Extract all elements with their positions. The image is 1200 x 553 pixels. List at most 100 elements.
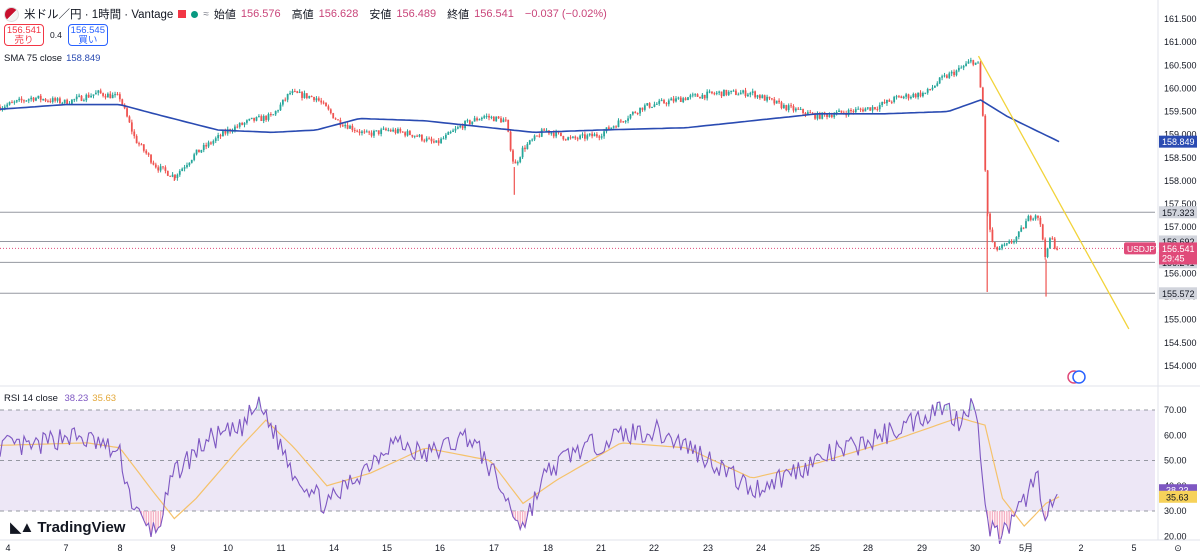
buy-label: 買い [78,35,98,46]
candle-body [303,93,306,98]
candle-body [622,121,625,123]
candle-body [701,94,704,99]
candle-body [222,131,224,137]
candle-body [353,130,356,132]
candle-body [655,103,658,105]
candle-body [658,100,661,104]
candle-body [44,99,47,101]
buy-price: 156.545 [70,25,105,36]
candle-body [1027,215,1030,222]
rsi-pane[interactable] [0,396,1155,544]
candle-body [524,147,526,150]
candle-body [301,91,303,98]
candle-body [380,129,383,134]
candle-body [883,102,886,104]
candle-body [272,114,275,116]
candle-body [370,132,373,136]
candle-body [442,138,445,140]
symbol-tag [1124,242,1156,255]
time-tick-label: 4 [5,543,10,553]
candle-body [536,135,538,137]
candle-body [32,97,35,101]
candle-body [720,91,723,97]
candle-body [687,97,689,101]
candle-body [1001,244,1003,249]
tradingview-logo[interactable]: ◣▲ TradingView [10,518,125,537]
countdown-label: 29:45 [1162,253,1185,263]
candle-body [960,67,963,69]
candle-body [152,162,155,165]
candle-body [838,110,840,113]
candle-body [190,159,193,163]
time-tick-label: ⊙ [1174,543,1182,553]
rsi-ma-value: 35.63 [92,393,117,404]
buy-button[interactable]: 156.545 買い [67,24,108,46]
candle-body [205,145,208,147]
candle-body [3,106,6,109]
candle-body [749,92,752,95]
candle-body [35,98,37,101]
candle-body [94,92,97,95]
candle-body [20,98,23,101]
candle-body [967,61,970,64]
price-pane[interactable] [0,55,1200,387]
candle-body [926,88,929,93]
candle-body [234,126,236,132]
candle-body [938,77,941,84]
price-tick-label: 157.000 [1164,222,1197,232]
candle-body [56,98,59,101]
candle-body [984,115,987,171]
candle-body [742,90,745,93]
event-marker-icon[interactable] [1072,370,1086,384]
candle-body [298,91,301,93]
candle-body [382,128,385,130]
trade-panel: 156.541 売り 0.4 156.545 買い [4,24,108,46]
candle-body [732,90,735,92]
sma-legend[interactable]: SMA 75 close 158.849 [4,53,100,64]
candle-body [624,120,627,122]
time-axis[interactable]: 4 7 8 9 10 11 14 15 16 17 18 21 22 23 24 25 28 29 30 5月 2 5 ⊙ [0,539,1200,553]
candle-body [248,118,251,121]
candle-body [730,90,733,92]
price-tick-label: 154.500 [1164,338,1197,348]
candle-body [90,95,92,98]
candle-body [560,132,562,136]
candle-body [919,92,922,97]
candle-body [241,122,244,125]
candle-body [945,75,948,78]
candle-body [238,122,241,127]
price-axis[interactable]: 161.500 161.000 160.500 160.000 159.500 159.0… [1124,0,1197,541]
candle-body [313,97,315,101]
candle-body [991,229,994,243]
candle-body [579,135,582,139]
candle-body [483,116,486,118]
candle-body [691,94,694,96]
candle-body [387,129,390,131]
candle-body [912,93,915,98]
symbol-title[interactable]: 米ドル／円 · 1時間 · Vantage [24,9,174,21]
candle-body [1017,231,1020,237]
sell-button[interactable]: 156.541 売り [4,24,44,46]
candle-body [15,100,18,102]
candle-body [744,90,747,97]
time-tick-label: 5 [1131,543,1136,553]
candle-body [593,134,596,137]
candle-body [8,102,11,105]
candle-body [917,92,920,98]
candle-body [102,93,104,96]
candle-body [1022,227,1025,229]
price-tick-label: 155.000 [1164,315,1197,325]
candle-body [432,141,435,143]
candle-body [421,134,423,141]
rsi-legend[interactable]: RSI 14 close 38.23 35.63 [4,393,116,404]
candle-body [25,100,28,102]
candle-body [955,70,958,76]
candle-body [344,125,347,127]
candle-body [718,91,721,93]
candle-body [473,118,476,122]
candle-body [699,96,701,99]
candle-body [140,144,143,146]
candle-body [636,113,639,115]
candle-body [495,116,498,122]
